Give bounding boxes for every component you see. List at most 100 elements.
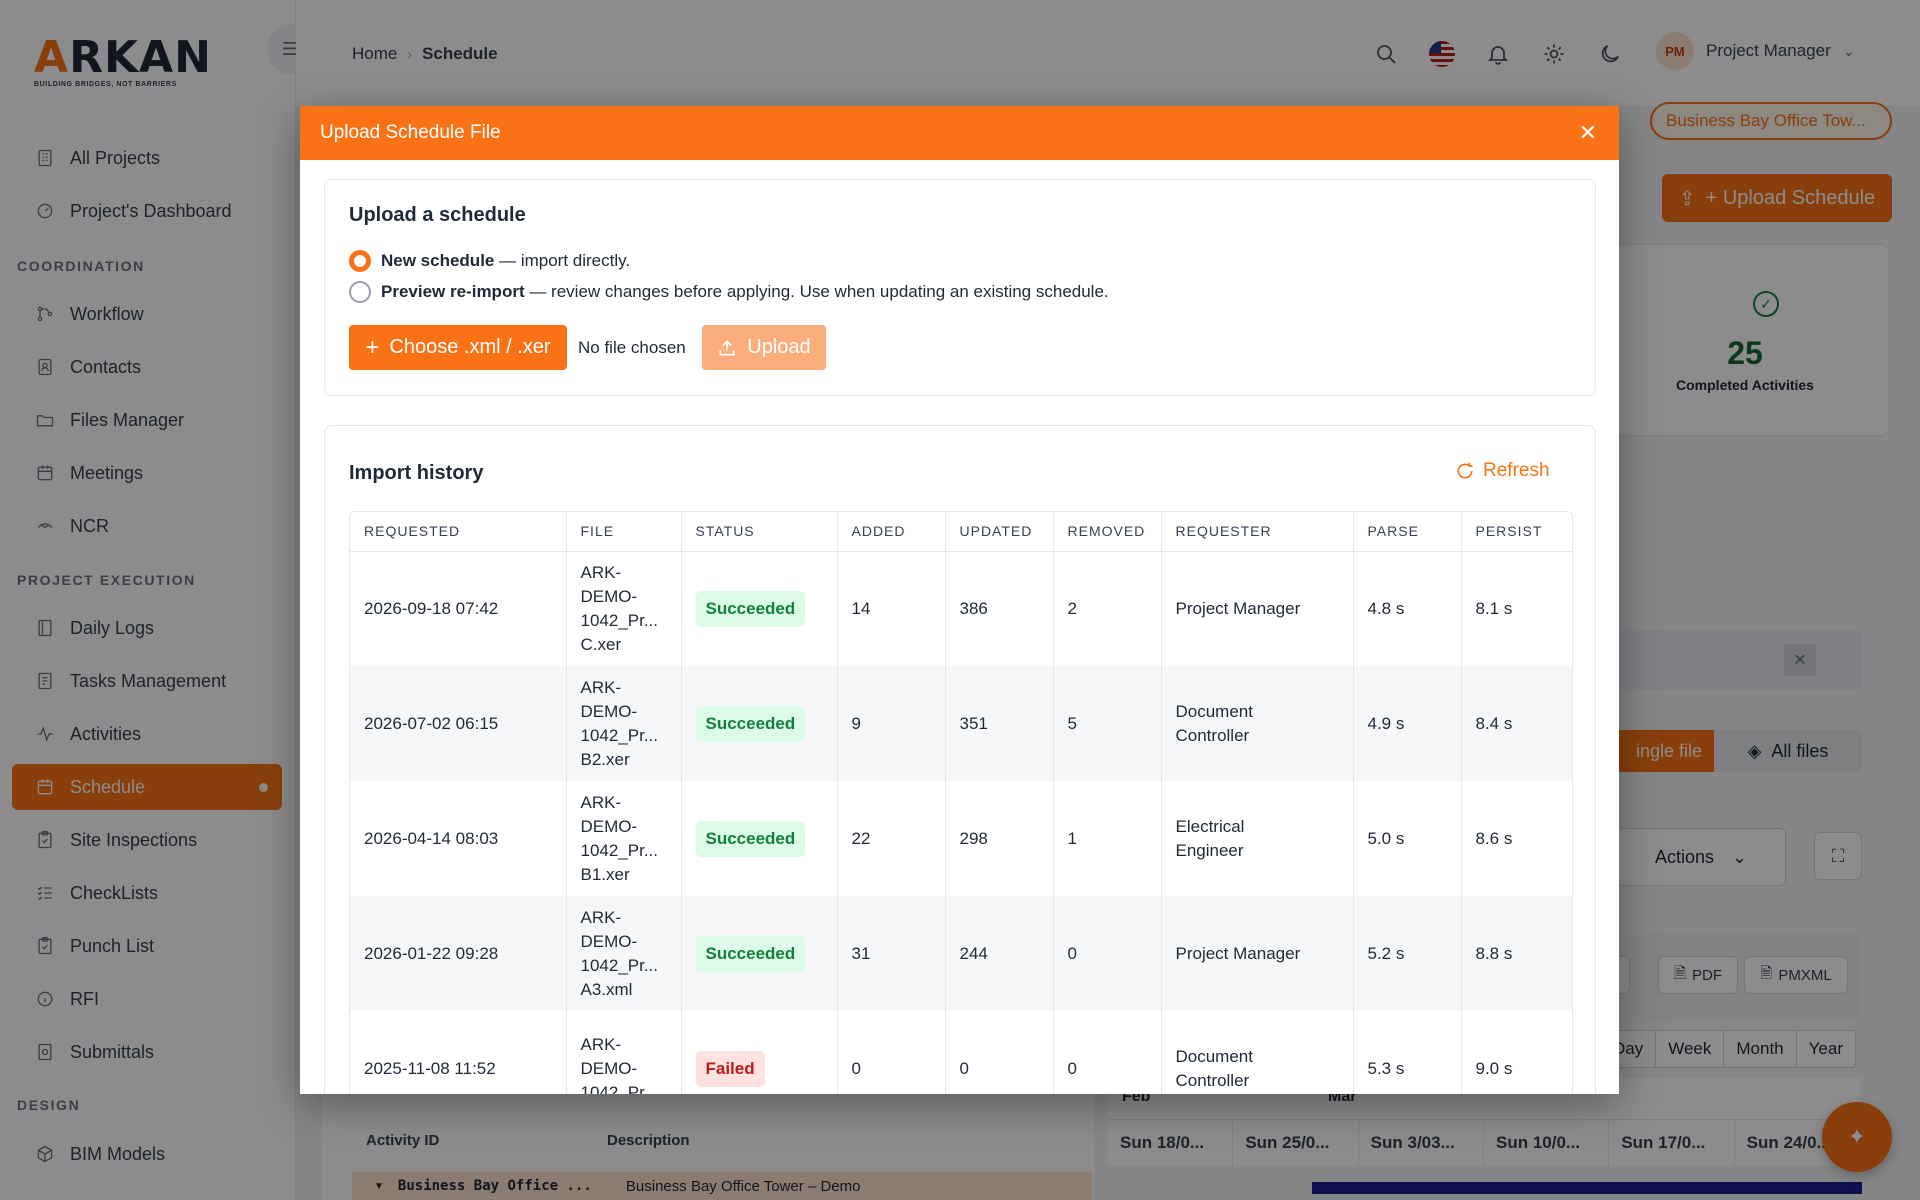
sidebar-item-all-projects[interactable]: All Projects	[12, 135, 282, 181]
stat-value: 25	[1727, 335, 1763, 371]
status-badge: Succeeded	[695, 705, 806, 742]
choose-file-label: Choose .xml / .xer	[389, 336, 551, 358]
all-files-option[interactable]: ◈ All files	[1714, 730, 1862, 772]
column-persist[interactable]: PERSIST	[1461, 512, 1572, 552]
import-history-table: REQUESTED FILE STATUS ADDED UPDATED REMO…	[349, 511, 1573, 1094]
cell-status: Succeeded	[681, 666, 838, 781]
column-parse[interactable]: PARSE	[1353, 512, 1462, 552]
cell-removed: 0	[1053, 896, 1162, 1011]
sidebar-item-label: Contacts	[70, 356, 142, 377]
close-icon[interactable]: ✕	[1784, 644, 1816, 676]
sidebar-item-label: CheckLists	[70, 882, 159, 903]
sidebar-item-checklists[interactable]: CheckLists	[12, 870, 282, 916]
export-pmxml-button[interactable]: 🗎 PMXML	[1744, 956, 1848, 994]
clipboard-icon	[34, 829, 56, 851]
actions-dropdown[interactable]: Actions ⌄	[1616, 828, 1786, 886]
cell-parse: 4.9 s	[1353, 666, 1462, 781]
column-activity-id[interactable]: Activity ID	[366, 1132, 440, 1149]
sidebar-item-files-manager[interactable]: Files Manager	[12, 397, 282, 443]
sidebar-item-schedule[interactable]: Schedule	[12, 764, 282, 810]
breadcrumb-current: Schedule	[422, 44, 498, 63]
sidebar-item-workflow[interactable]: Workflow	[12, 291, 282, 337]
export-pdf-button[interactable]: 🗎 PDF	[1658, 956, 1738, 994]
sidebar-item-ncr[interactable]: NCR	[12, 503, 282, 549]
column-file[interactable]: FILE	[566, 512, 682, 552]
cell-updated: 351	[945, 666, 1054, 781]
sidebar-item-bim-models[interactable]: BIM Models	[12, 1131, 282, 1177]
modal-title: Upload Schedule File	[320, 122, 501, 143]
cell-requester: Project Manager	[1161, 896, 1354, 1011]
activity-icon	[34, 723, 56, 745]
table-row[interactable]: 2026-09-18 07:42 ARK- DEMO- 1042_Pr... C.xer…	[350, 551, 1572, 666]
cell-removed: 1	[1053, 781, 1162, 896]
radio-unselected[interactable]	[349, 281, 371, 303]
column-updated[interactable]: UPDATED	[945, 512, 1054, 552]
cell-persist: 8.6 s	[1475, 828, 1513, 848]
sidebar-item-punch-list[interactable]: Punch List	[12, 923, 282, 969]
table-row[interactable]: ▼ Business Bay Office ... Business Bay O…	[352, 1172, 1092, 1200]
column-description[interactable]: Description	[607, 1132, 690, 1149]
week-label: Sun 17/0...	[1609, 1120, 1735, 1166]
notifications-button[interactable]	[1482, 38, 1514, 70]
sidebar-item-label: Tasks Management	[70, 670, 227, 691]
column-added[interactable]: ADDED	[837, 512, 946, 552]
settings-button[interactable]	[1538, 38, 1570, 70]
ai-assistant-button[interactable]: ✦	[1822, 1102, 1892, 1172]
caret-down-icon[interactable]: ▼	[374, 1180, 384, 1192]
upload-schedule-button[interactable]: ⇪ + Upload Schedule	[1662, 174, 1892, 222]
alert-banner: ✕	[1600, 630, 1862, 690]
sidebar-item-label: All Projects	[70, 147, 161, 168]
cell-parse: 5.0 s	[1353, 781, 1462, 896]
sidebar-item-contacts[interactable]: Contacts	[12, 344, 282, 390]
sidebar-item-meetings[interactable]: Meetings	[12, 450, 282, 496]
fullscreen-button[interactable]: ⛶	[1814, 832, 1862, 880]
sidebar-item-label: NCR	[70, 515, 109, 536]
upload-button[interactable]: Upload	[702, 325, 826, 370]
cell-added: 14	[837, 551, 946, 666]
sidebar-item-tasks-management[interactable]: Tasks Management	[12, 658, 282, 704]
choose-file-button[interactable]: + Choose .xml / .xer	[349, 325, 567, 370]
table-row[interactable]: 2026-04-14 08:03 ARK- DEMO- 1042_Pr... B1.xe…	[350, 781, 1572, 896]
column-status[interactable]: STATUS	[681, 512, 838, 552]
upload-icon	[719, 339, 735, 355]
table-row[interactable]: 2026-01-22 09:28 ARK- DEMO- 1042_Pr... A3.xm…	[350, 896, 1572, 1011]
sidebar-item-rfi[interactable]: RFI	[12, 976, 282, 1022]
logo-wordmark: ARKAN	[34, 32, 212, 83]
tab-year[interactable]: Year	[1808, 1039, 1843, 1058]
option-preview-reimport[interactable]: Preview re-import — review changes befor…	[349, 281, 1109, 303]
sidebar-item-activities[interactable]: Activities	[12, 711, 282, 757]
import-history-title: Import history	[349, 462, 484, 484]
file-scope-toggle: ingle file ◈ All files	[1580, 730, 1862, 772]
sidebar-item-project-s-dashboard[interactable]: Project's Dashboard	[12, 188, 282, 234]
upload-card: Upload a schedule New schedule — import …	[324, 179, 1596, 396]
column-requested[interactable]: REQUESTED	[350, 512, 567, 552]
option-new-schedule[interactable]: New schedule — import directly.	[349, 250, 630, 272]
close-icon[interactable]: ✕	[1578, 120, 1597, 145]
cell-parse: 4.8 s	[1353, 551, 1462, 666]
file-name-part: C.xer	[580, 634, 622, 654]
radio-selected[interactable]	[349, 250, 371, 272]
column-requester[interactable]: REQUESTER	[1161, 512, 1354, 552]
arkan-logo[interactable]: ARKAN BUILDING BRIDGES, NOT BARRIERS	[34, 32, 212, 89]
table-row[interactable]: 2026-07-02 06:15 ARK- DEMO- 1042_Pr... B2.xe…	[350, 666, 1572, 781]
tab-week[interactable]: Week	[1656, 1031, 1725, 1067]
file-name-part: ARK-	[580, 677, 622, 697]
refresh-button[interactable]: Refresh	[1455, 460, 1550, 482]
gear-icon	[1544, 44, 1564, 64]
language-button[interactable]	[1426, 38, 1458, 70]
dark-mode-toggle[interactable]	[1594, 38, 1626, 70]
search-button[interactable]	[1370, 38, 1402, 70]
dashboard-icon	[34, 200, 56, 222]
sidebar-item-submittals[interactable]: Submittals	[12, 1029, 282, 1075]
sidebar-item-site-inspections[interactable]: Site Inspections	[12, 817, 282, 863]
user-menu[interactable]: PM Project Manager ⌄	[1656, 32, 1854, 70]
sidebar-item-daily-logs[interactable]: Daily Logs	[12, 605, 282, 651]
column-removed[interactable]: REMOVED	[1053, 512, 1162, 552]
table-row[interactable]: 2025-11-08 11:52 ARK- DEMO- 1042_Pr... Faile…	[350, 1011, 1572, 1094]
project-selector[interactable]: Business Bay Office Tow...	[1650, 102, 1892, 140]
expand-icon: ⛶	[1831, 845, 1845, 866]
tab-month[interactable]: Month	[1724, 1031, 1797, 1067]
gantt-task-bar[interactable]	[1312, 1182, 1862, 1194]
breadcrumb-home[interactable]: Home	[352, 44, 398, 63]
tab-day[interactable]: Day	[1601, 1031, 1657, 1067]
